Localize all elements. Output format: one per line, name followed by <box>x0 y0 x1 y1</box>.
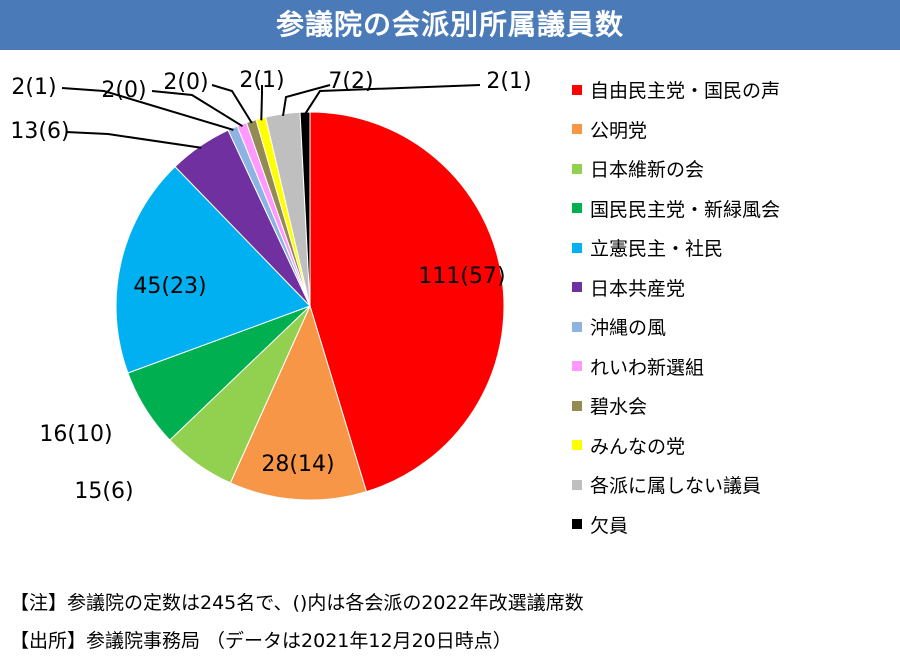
legend-item: 碧水会 <box>572 386 892 426</box>
legend-swatch <box>572 163 582 174</box>
legend-swatch <box>572 321 582 332</box>
legend-swatch <box>572 203 582 214</box>
pie-slice <box>229 304 368 501</box>
data-label: 16(10) <box>39 422 112 447</box>
legend-swatch <box>572 361 582 372</box>
pie-slice <box>309 111 505 493</box>
legend-item: 自由民主党・国民の声 <box>572 70 892 110</box>
legend-item: 沖縄の風 <box>572 307 892 347</box>
leader-line <box>65 131 202 149</box>
title-bar <box>0 0 900 50</box>
page-title: 参議院の会派別所属議員数 <box>275 8 624 41</box>
data-label: 2(1) <box>239 68 284 93</box>
data-label: 13(6) <box>10 119 69 144</box>
data-label: 111(57) <box>418 264 505 289</box>
legend-label: 立憲民主・社民 <box>590 238 724 261</box>
data-label: 2(1) <box>486 69 531 94</box>
data-label: 15(6) <box>74 479 133 504</box>
legend-label: 自由民主党・国民の声 <box>590 80 781 103</box>
leader-line <box>304 84 481 115</box>
legend-item: 公明党 <box>572 110 892 150</box>
legend-swatch <box>572 282 582 293</box>
legend-swatch <box>572 519 582 530</box>
leader-line <box>151 90 244 128</box>
legend-label: 欠員 <box>590 514 629 537</box>
data-label: 28(14) <box>261 452 334 477</box>
legend-item: 各派に属しない議員 <box>572 465 892 505</box>
pie-chart: 111(57) 28(14) 15(6) 16(10) 45(23) 13(6) 2(1) 2… <box>10 68 531 504</box>
legend-item: 日本共産党 <box>572 268 892 308</box>
legend-label: みんなの党 <box>590 435 686 458</box>
leader-line <box>282 84 331 117</box>
leader-line <box>260 85 263 121</box>
legend-label: 日本維新の会 <box>590 159 705 182</box>
legend-swatch <box>572 84 582 95</box>
legend-swatch <box>572 479 582 490</box>
legend-swatch <box>572 124 582 135</box>
data-label: 45(23) <box>133 274 206 299</box>
legend-swatch <box>572 400 582 411</box>
legend-label: 公明党 <box>590 119 648 142</box>
data-label: 2(0) <box>163 70 208 95</box>
legend-item: 日本維新の会 <box>572 149 892 189</box>
footnote-note: 【注】参議院の定数は245名で、()内は各会派の2022年改選議席数 <box>10 592 584 614</box>
data-label: 2(1) <box>11 75 56 100</box>
footnote-source: 【出所】参議院事務局 （データは2021年12月20日時点） <box>10 630 512 652</box>
legend-label: 日本共産党 <box>590 277 686 300</box>
legend-item: 国民民主党・新緑風会 <box>572 189 892 229</box>
legend-label: 国民民主党・新緑風会 <box>590 198 781 221</box>
legend-label: れいわ新選組 <box>590 356 705 379</box>
legend-item: れいわ新選組 <box>572 347 892 387</box>
legend-item: 欠員 <box>572 505 892 545</box>
legend-label: 碧水会 <box>590 396 648 419</box>
legend-swatch <box>572 440 582 451</box>
leader-line <box>61 87 234 131</box>
legend-item: 立憲民主・社民 <box>572 228 892 268</box>
legend-item: みんなの党 <box>572 426 892 466</box>
legend-label: 各派に属しない議員 <box>590 475 762 498</box>
legend-label: 沖縄の風 <box>590 317 667 340</box>
data-label: 2(0) <box>101 78 146 103</box>
pie-slice <box>299 111 311 307</box>
pie-slice <box>115 165 311 374</box>
leader-line <box>211 84 253 124</box>
chart-legend: 自由民主党・国民の声 公明党日本維新の会国民民主党・新緑風会 立憲民主・社民 日本共産… <box>572 70 892 544</box>
legend-swatch <box>572 242 582 253</box>
